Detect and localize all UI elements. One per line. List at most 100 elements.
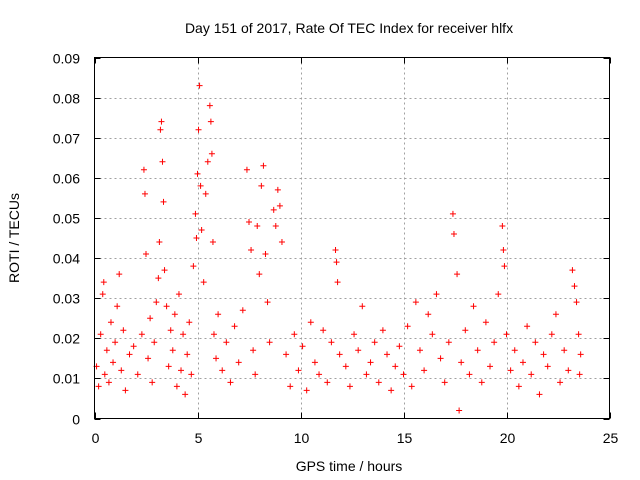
data-point	[105, 379, 112, 386]
data-point	[333, 259, 340, 266]
y-tick-label: 0.06	[53, 171, 80, 187]
data-point	[116, 271, 123, 278]
data-point	[223, 339, 230, 346]
data-point	[210, 331, 217, 338]
plot-frame	[94, 57, 610, 419]
y-axis-label: ROTI / TECUs	[6, 193, 22, 283]
y-tick-labels: 0 0.01 0.02 0.03 0.04 0.05 0.06 0.07 0.08 0.09	[53, 51, 80, 428]
data-point	[248, 247, 255, 254]
data-point	[141, 190, 148, 197]
data-point	[160, 198, 167, 205]
data-point	[470, 303, 477, 310]
data-point	[178, 367, 185, 374]
data-point	[412, 299, 419, 306]
x-tick-label: 20	[500, 430, 516, 446]
data-point	[416, 347, 423, 354]
data-point	[569, 267, 576, 274]
y-tick-label: 0.07	[53, 131, 80, 147]
data-point	[155, 275, 162, 282]
data-points-layer	[93, 82, 584, 414]
data-point	[204, 158, 211, 165]
data-point	[101, 371, 108, 378]
data-point	[198, 226, 205, 233]
x-tick-label: 25	[603, 430, 619, 446]
data-point	[184, 351, 191, 358]
data-point	[425, 311, 432, 318]
data-point	[573, 299, 580, 306]
y-tick-label: 0.05	[53, 211, 80, 227]
data-point	[458, 359, 465, 366]
data-point	[328, 339, 335, 346]
x-tick-label: 0	[92, 430, 100, 446]
data-point	[188, 371, 195, 378]
data-point	[388, 387, 395, 394]
data-point	[400, 371, 407, 378]
data-point	[110, 359, 117, 366]
data-point	[274, 186, 281, 193]
chart-title: Day 151 of 2017, Rate Of TEC Index for r…	[185, 20, 513, 36]
data-point	[246, 218, 252, 225]
data-point	[552, 311, 559, 318]
data-point	[171, 311, 178, 318]
data-point	[295, 367, 302, 374]
data-point	[355, 347, 362, 354]
x-tick-label: 10	[294, 430, 310, 446]
data-point	[122, 387, 129, 394]
data-point	[163, 303, 170, 310]
data-point	[118, 367, 125, 374]
data-point	[208, 150, 215, 157]
data-point	[332, 247, 339, 254]
data-point	[276, 202, 283, 209]
y-tick-label: 0.09	[53, 51, 80, 67]
y-tick-label: 0.01	[53, 371, 80, 387]
data-point	[256, 271, 263, 278]
data-point	[379, 327, 386, 334]
data-point	[264, 299, 271, 306]
x-tick-label: 15	[397, 430, 413, 446]
data-point	[193, 235, 200, 241]
data-point	[503, 331, 510, 338]
data-point	[270, 206, 277, 213]
data-point	[450, 230, 457, 237]
data-point	[524, 323, 531, 330]
data-point	[454, 271, 461, 278]
data-point	[408, 383, 415, 390]
data-point	[159, 158, 166, 165]
data-point	[169, 347, 176, 354]
data-point	[157, 126, 164, 133]
data-point	[99, 291, 106, 298]
data-point	[575, 331, 582, 338]
data-point	[235, 359, 242, 366]
data-point	[396, 343, 403, 350]
data-point	[134, 371, 141, 378]
data-point	[557, 379, 564, 386]
data-point	[303, 387, 310, 394]
data-point	[466, 371, 473, 378]
data-point	[207, 118, 214, 125]
data-point	[384, 351, 391, 358]
data-point	[441, 379, 448, 386]
data-point	[495, 291, 502, 298]
data-point	[258, 182, 265, 189]
data-point	[243, 166, 250, 173]
data-point	[138, 331, 145, 338]
data-point	[112, 339, 119, 346]
data-point	[186, 319, 193, 326]
data-point	[561, 347, 568, 354]
data-point	[474, 347, 481, 354]
data-point	[320, 327, 327, 334]
data-point	[227, 379, 234, 386]
data-point	[532, 339, 539, 346]
data-point	[126, 351, 133, 358]
data-point	[421, 367, 428, 374]
data-point	[499, 222, 506, 229]
data-point	[346, 383, 353, 390]
data-point	[334, 279, 341, 286]
data-point	[519, 359, 526, 366]
data-point	[260, 162, 267, 169]
data-point	[161, 267, 168, 274]
data-point	[209, 239, 216, 246]
data-point	[316, 371, 323, 378]
data-point	[540, 351, 547, 358]
data-point	[197, 182, 204, 189]
